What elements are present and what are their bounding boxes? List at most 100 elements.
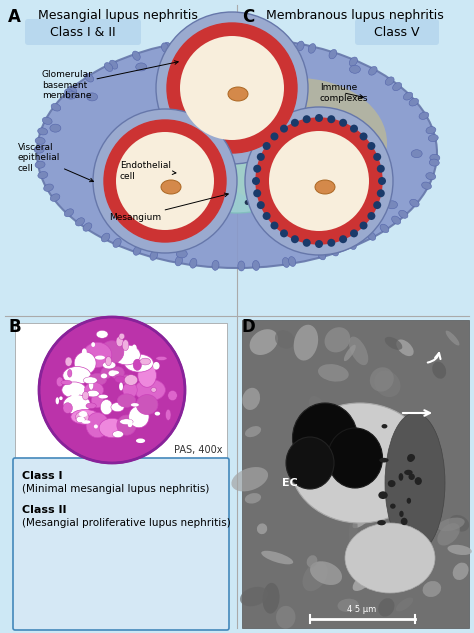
Ellipse shape [410, 199, 419, 207]
Ellipse shape [117, 394, 136, 407]
Text: Class I: Class I [22, 471, 63, 481]
Ellipse shape [168, 391, 177, 401]
Ellipse shape [396, 339, 414, 356]
Circle shape [280, 229, 288, 237]
Ellipse shape [407, 454, 415, 461]
Ellipse shape [150, 251, 158, 260]
Ellipse shape [308, 44, 316, 53]
Circle shape [247, 193, 252, 198]
Ellipse shape [378, 598, 394, 617]
Ellipse shape [83, 377, 97, 384]
Ellipse shape [344, 345, 356, 361]
Text: Class I & II: Class I & II [50, 25, 116, 39]
Text: B: B [8, 318, 21, 336]
Ellipse shape [115, 376, 125, 383]
Circle shape [367, 142, 375, 150]
Text: A: A [8, 8, 21, 26]
Ellipse shape [156, 12, 308, 164]
Ellipse shape [396, 598, 413, 611]
Ellipse shape [51, 103, 61, 111]
Ellipse shape [226, 35, 232, 45]
Circle shape [271, 187, 276, 192]
Ellipse shape [438, 523, 460, 546]
Ellipse shape [376, 410, 396, 425]
Ellipse shape [101, 367, 112, 379]
Ellipse shape [337, 599, 359, 612]
FancyBboxPatch shape [355, 19, 439, 45]
Text: C: C [242, 8, 254, 26]
Ellipse shape [138, 363, 156, 387]
Text: Glomerular
basement
membrane: Glomerular basement membrane [42, 61, 178, 100]
Ellipse shape [404, 470, 413, 475]
Text: Mesangium: Mesangium [109, 193, 228, 222]
Ellipse shape [120, 419, 133, 425]
Ellipse shape [89, 380, 94, 390]
Ellipse shape [112, 431, 123, 437]
Ellipse shape [132, 344, 137, 351]
Ellipse shape [366, 429, 388, 463]
Ellipse shape [175, 256, 182, 266]
Ellipse shape [122, 340, 129, 351]
Ellipse shape [161, 180, 181, 194]
Circle shape [280, 125, 288, 133]
Ellipse shape [83, 342, 112, 367]
Ellipse shape [242, 388, 260, 410]
Ellipse shape [379, 458, 389, 463]
Ellipse shape [136, 63, 147, 71]
Ellipse shape [124, 354, 154, 372]
Circle shape [200, 189, 204, 194]
Ellipse shape [411, 149, 422, 158]
Circle shape [193, 166, 198, 171]
Ellipse shape [133, 359, 142, 370]
Circle shape [213, 196, 218, 201]
Ellipse shape [109, 370, 116, 376]
Text: D: D [242, 318, 256, 336]
Ellipse shape [377, 520, 386, 525]
Ellipse shape [328, 428, 383, 488]
Ellipse shape [426, 173, 436, 180]
Ellipse shape [104, 63, 113, 72]
Ellipse shape [117, 415, 136, 436]
Ellipse shape [99, 418, 125, 437]
Circle shape [378, 177, 386, 185]
Circle shape [315, 240, 323, 248]
Circle shape [377, 189, 385, 197]
Ellipse shape [65, 91, 76, 99]
Circle shape [377, 165, 385, 173]
Ellipse shape [419, 112, 429, 120]
Ellipse shape [50, 194, 60, 201]
Circle shape [255, 170, 260, 175]
Ellipse shape [367, 232, 376, 241]
Ellipse shape [283, 39, 290, 49]
Ellipse shape [428, 135, 438, 142]
Ellipse shape [118, 375, 135, 384]
Circle shape [350, 125, 358, 133]
Ellipse shape [111, 367, 124, 379]
Ellipse shape [399, 511, 404, 517]
Ellipse shape [68, 86, 77, 94]
Ellipse shape [151, 387, 156, 392]
Circle shape [271, 222, 278, 230]
Circle shape [221, 131, 226, 136]
Ellipse shape [86, 403, 96, 408]
Ellipse shape [389, 465, 412, 473]
Ellipse shape [290, 470, 304, 491]
Ellipse shape [349, 337, 368, 365]
Ellipse shape [426, 127, 436, 134]
Ellipse shape [38, 172, 48, 179]
Ellipse shape [345, 523, 435, 593]
Ellipse shape [382, 424, 387, 429]
Ellipse shape [302, 561, 328, 591]
Circle shape [213, 163, 218, 168]
Ellipse shape [297, 41, 304, 51]
Ellipse shape [311, 425, 325, 441]
Ellipse shape [63, 367, 91, 384]
Ellipse shape [275, 330, 295, 349]
Circle shape [360, 222, 367, 230]
Ellipse shape [325, 448, 362, 474]
Ellipse shape [75, 218, 84, 226]
Circle shape [252, 177, 260, 185]
Ellipse shape [380, 224, 389, 233]
Ellipse shape [257, 523, 267, 534]
Ellipse shape [116, 337, 123, 347]
